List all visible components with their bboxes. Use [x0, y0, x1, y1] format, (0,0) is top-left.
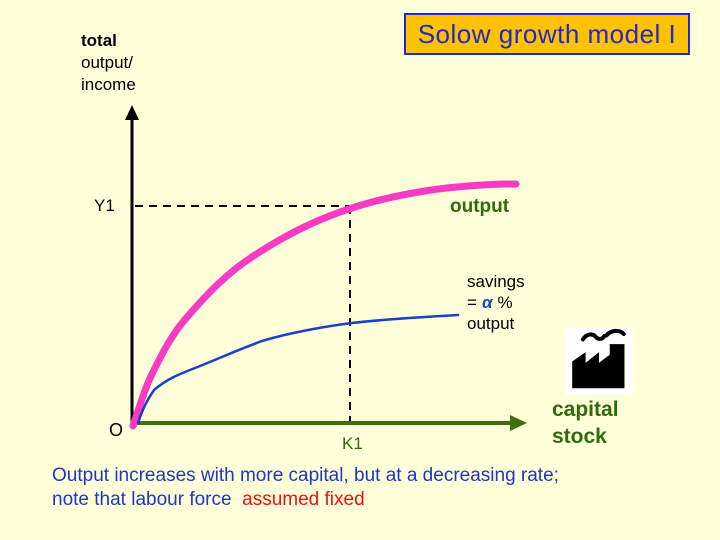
x-axis-title-line2: stock: [552, 425, 607, 448]
y1-label: Y1: [94, 196, 115, 215]
y-axis-arrowhead: [125, 105, 139, 120]
x-axis-title: capital stock: [552, 396, 619, 450]
caption-line1: Output increases with more capital, but …: [52, 465, 559, 486]
smoke-swirl-left: [580, 332, 607, 342]
caption: Output increases with more capital, but …: [52, 464, 559, 512]
page-title: Solow growth model I: [417, 18, 677, 49]
savings-eq-sign: =: [467, 293, 477, 312]
output-curve-label: output: [450, 196, 510, 217]
y-axis-label-line2: output/: [81, 53, 133, 72]
savings-label-line1: savings: [467, 272, 525, 291]
caption-line2-red: assumed fixed: [242, 489, 365, 510]
savings-pct-sign: %: [497, 293, 513, 312]
x-axis-title-line1: capital: [552, 398, 619, 421]
savings-label-line3: output: [467, 314, 515, 333]
x-axis-arrowhead: [510, 415, 527, 431]
k1-label: K1: [342, 434, 363, 453]
savings-curve-label: savings = α % output: [467, 271, 525, 334]
savings-curve-line: [136, 313, 460, 425]
caption-line2: note that labour force assumed fixed: [52, 488, 559, 512]
savings-alpha-symbol: α: [481, 293, 493, 312]
caption-line2-blue: note that labour force: [52, 489, 237, 510]
y-axis-label-line3: income: [81, 75, 136, 94]
y-axis-label-line1: total: [81, 31, 117, 50]
origin-label: O: [109, 420, 124, 440]
title-box: Solow growth model I: [404, 13, 690, 55]
factory-icon: [565, 328, 633, 395]
savings-label-line2: = α %: [467, 292, 525, 313]
factory-building-silhouette: [572, 344, 625, 389]
factory-icon-svg: [572, 328, 626, 389]
smoke-swirl-right: [604, 328, 626, 338]
output-curve-line: [129, 180, 520, 430]
y-axis-label: total output/ income: [81, 30, 136, 96]
